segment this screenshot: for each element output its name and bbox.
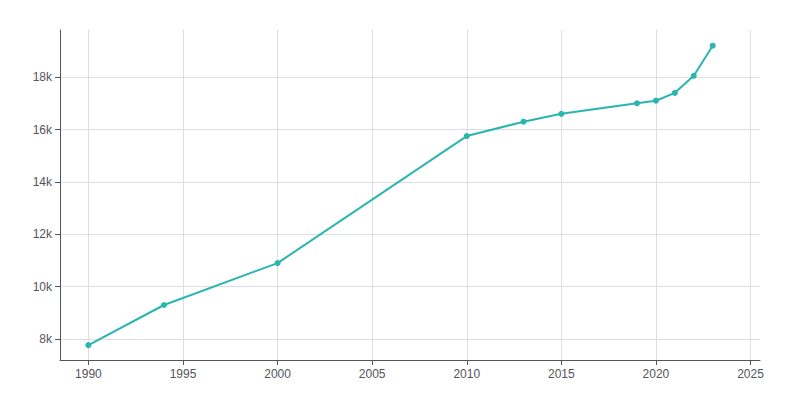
svg-text:1995: 1995: [170, 367, 197, 381]
svg-text:8k: 8k: [39, 332, 53, 346]
svg-text:10k: 10k: [33, 280, 53, 294]
svg-text:2005: 2005: [359, 367, 386, 381]
svg-text:12k: 12k: [33, 227, 53, 241]
svg-text:14k: 14k: [33, 175, 53, 189]
svg-text:2015: 2015: [548, 367, 575, 381]
svg-text:2000: 2000: [264, 367, 291, 381]
svg-text:2025: 2025: [737, 367, 764, 381]
svg-text:16k: 16k: [33, 123, 53, 137]
svg-text:2010: 2010: [453, 367, 480, 381]
svg-text:2020: 2020: [643, 367, 670, 381]
svg-text:18k: 18k: [33, 70, 53, 84]
svg-text:1990: 1990: [75, 367, 102, 381]
